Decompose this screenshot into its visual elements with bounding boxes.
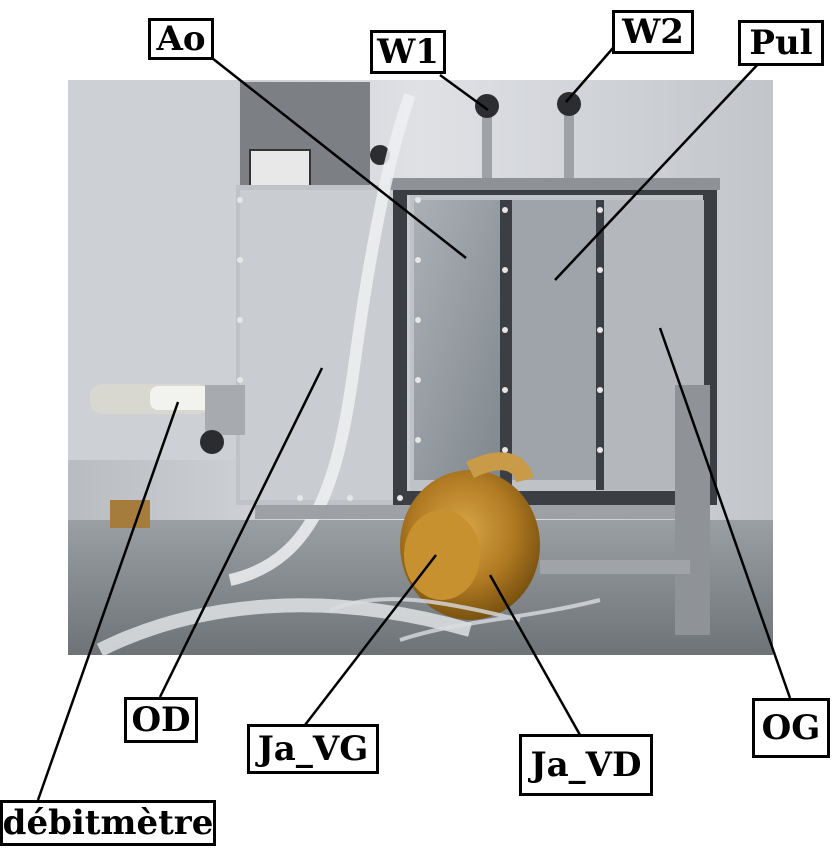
valve-stem-w2 (564, 108, 574, 178)
top-rail (390, 178, 720, 190)
tank-left-section (240, 190, 410, 500)
floor-box (110, 500, 150, 528)
stand-leg-right (675, 385, 710, 635)
stand-crossbar (540, 560, 690, 574)
leader-line-w1 (439, 73, 489, 112)
valve-w2 (557, 92, 581, 116)
photo (68, 80, 773, 657)
leader-lines (36, 39, 792, 801)
label-ja-vd: Ja_VD (519, 734, 653, 796)
label-od: OD (124, 697, 198, 743)
label-w2: W2 (612, 10, 694, 54)
flowmeter-body (205, 385, 245, 435)
valve-stem-w1 (482, 108, 492, 178)
control-box (249, 149, 311, 191)
valve-w1 (475, 94, 499, 118)
tank-inner-right (512, 200, 602, 480)
label-ao: Ao (148, 18, 214, 60)
leader-line-od (158, 367, 324, 698)
leader-line-og (658, 327, 792, 699)
leader-line-ao (211, 57, 467, 259)
label-debitmetre: débitmètre (0, 800, 216, 846)
thin-tubes (329, 597, 601, 642)
tank-divider (500, 200, 512, 490)
leader-line-w2 (565, 39, 621, 103)
heart-left-ventricle (404, 510, 480, 600)
silicone-tube-bottom (96, 598, 472, 657)
leader-line-pul (554, 61, 761, 281)
heart-vessel (465, 452, 534, 484)
leader-line-ja-vd (488, 574, 582, 736)
tank-inner-window (414, 200, 504, 480)
label-pul: Pul (738, 20, 824, 66)
leader-line-ja-vg (304, 554, 437, 726)
frame-bolts (237, 197, 603, 501)
flowmeter-knob (200, 430, 224, 454)
silicone-tube (228, 92, 416, 586)
label-ja-vg: Ja_VG (247, 724, 379, 774)
label-w1: W1 (370, 30, 446, 74)
leader-line-debitmetre (36, 401, 180, 801)
label-og: OG (752, 698, 830, 758)
